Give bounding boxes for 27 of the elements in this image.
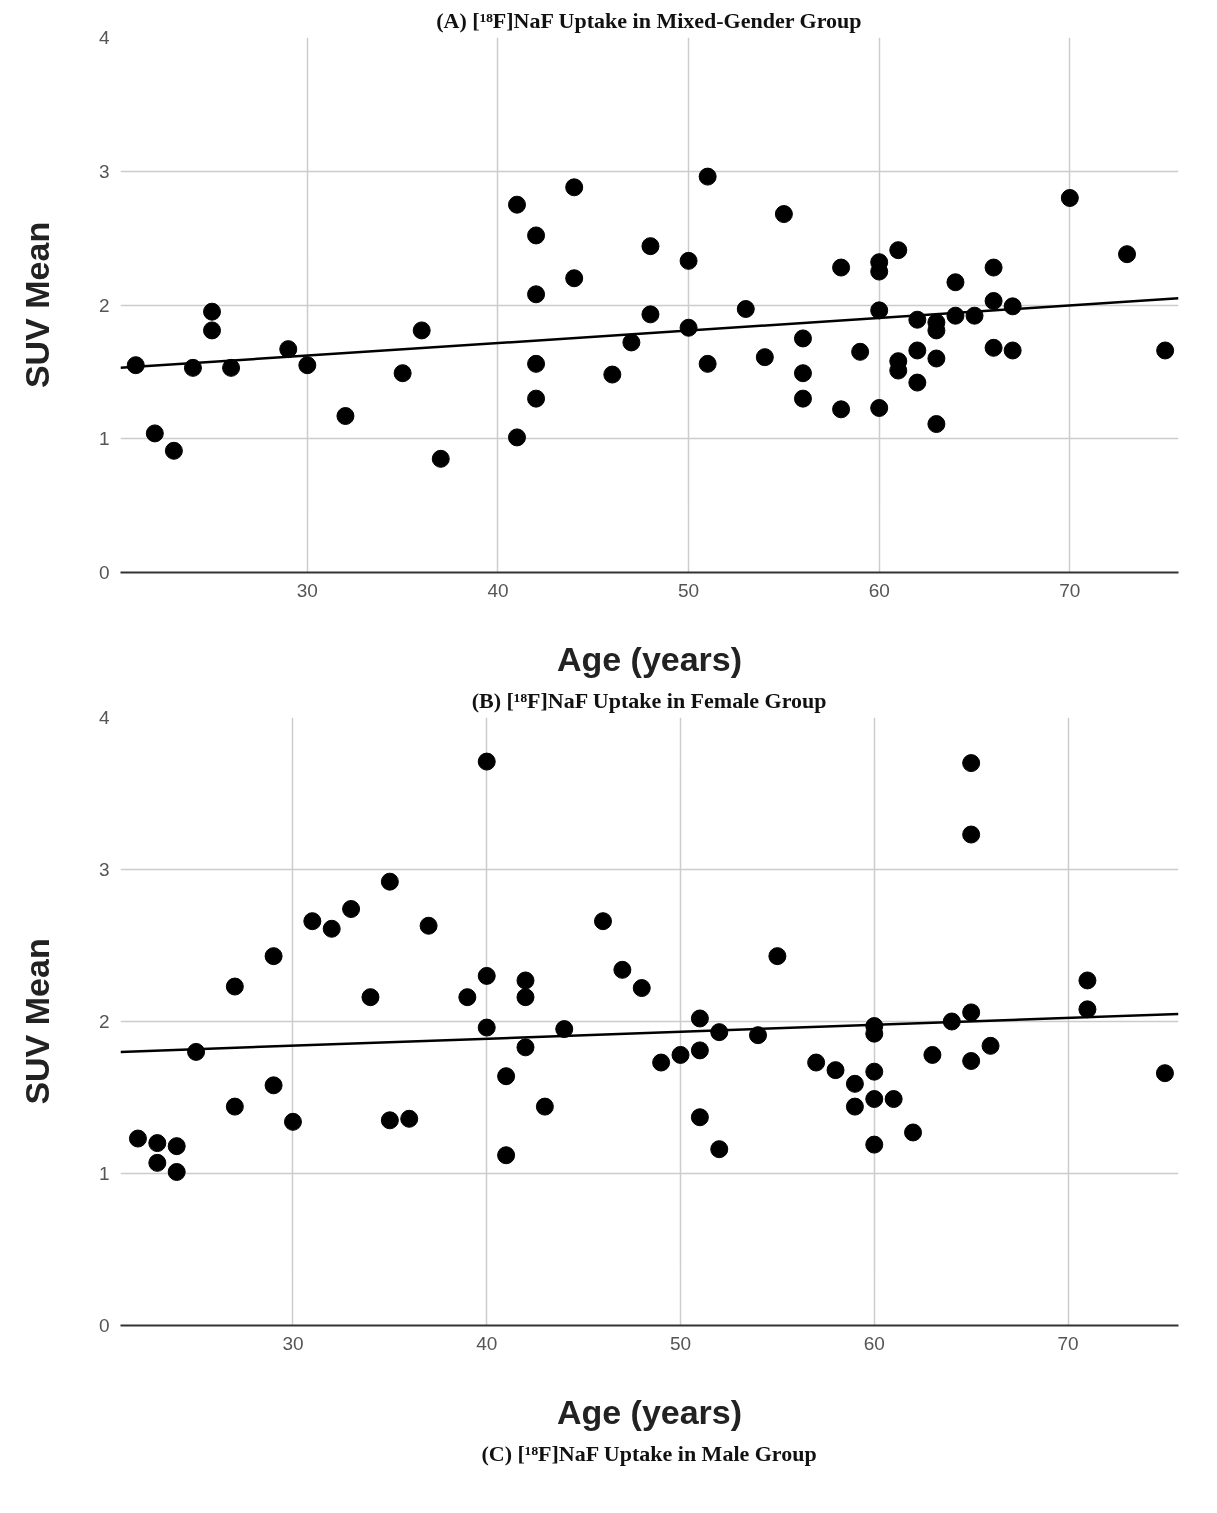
y-tick-label: 3: [98, 859, 110, 880]
y-axis-title: SUV Mean: [17, 221, 56, 389]
x-tick-label: 70: [1057, 1332, 1079, 1354]
x-axis-title: Age (years): [556, 1392, 743, 1431]
y-tick-label: 4: [98, 707, 110, 728]
x-tick-label: 70: [1059, 579, 1081, 601]
y-axis-title: SUV Mean: [17, 938, 56, 1105]
x-tick-label: 40: [487, 579, 509, 601]
x-tick-label: 50: [678, 579, 700, 601]
x-axis-title: Age (years): [556, 639, 743, 678]
y-tick-label: 3: [98, 160, 110, 182]
text: (C) [¹⁸F]NaF Uptake in Male Group: [481, 1440, 817, 1466]
y-tick-label: 2: [98, 294, 110, 316]
x-tick-label: 60: [868, 579, 890, 601]
y-tick-label: 1: [98, 428, 110, 450]
y-tick-label: 1: [98, 1163, 110, 1184]
chart-title: (A) [¹⁸F]NaF Uptake in Mixed-Gender Group: [436, 7, 862, 33]
y-tick-label: 0: [98, 562, 110, 583]
y-tick-label: 2: [98, 1011, 110, 1032]
x-tick-label: 30: [296, 579, 318, 601]
y-tick-label: 0: [98, 1315, 110, 1336]
y-tick-label: 4: [98, 27, 110, 48]
x-tick-label: 50: [669, 1332, 692, 1354]
x-tick-label: 40: [476, 1332, 498, 1354]
x-tick-label: 30: [282, 1332, 304, 1354]
x-tick-label: 60: [863, 1332, 885, 1354]
chart-title: (B) [¹⁸F]NaF Uptake in Female Group: [471, 687, 827, 713]
